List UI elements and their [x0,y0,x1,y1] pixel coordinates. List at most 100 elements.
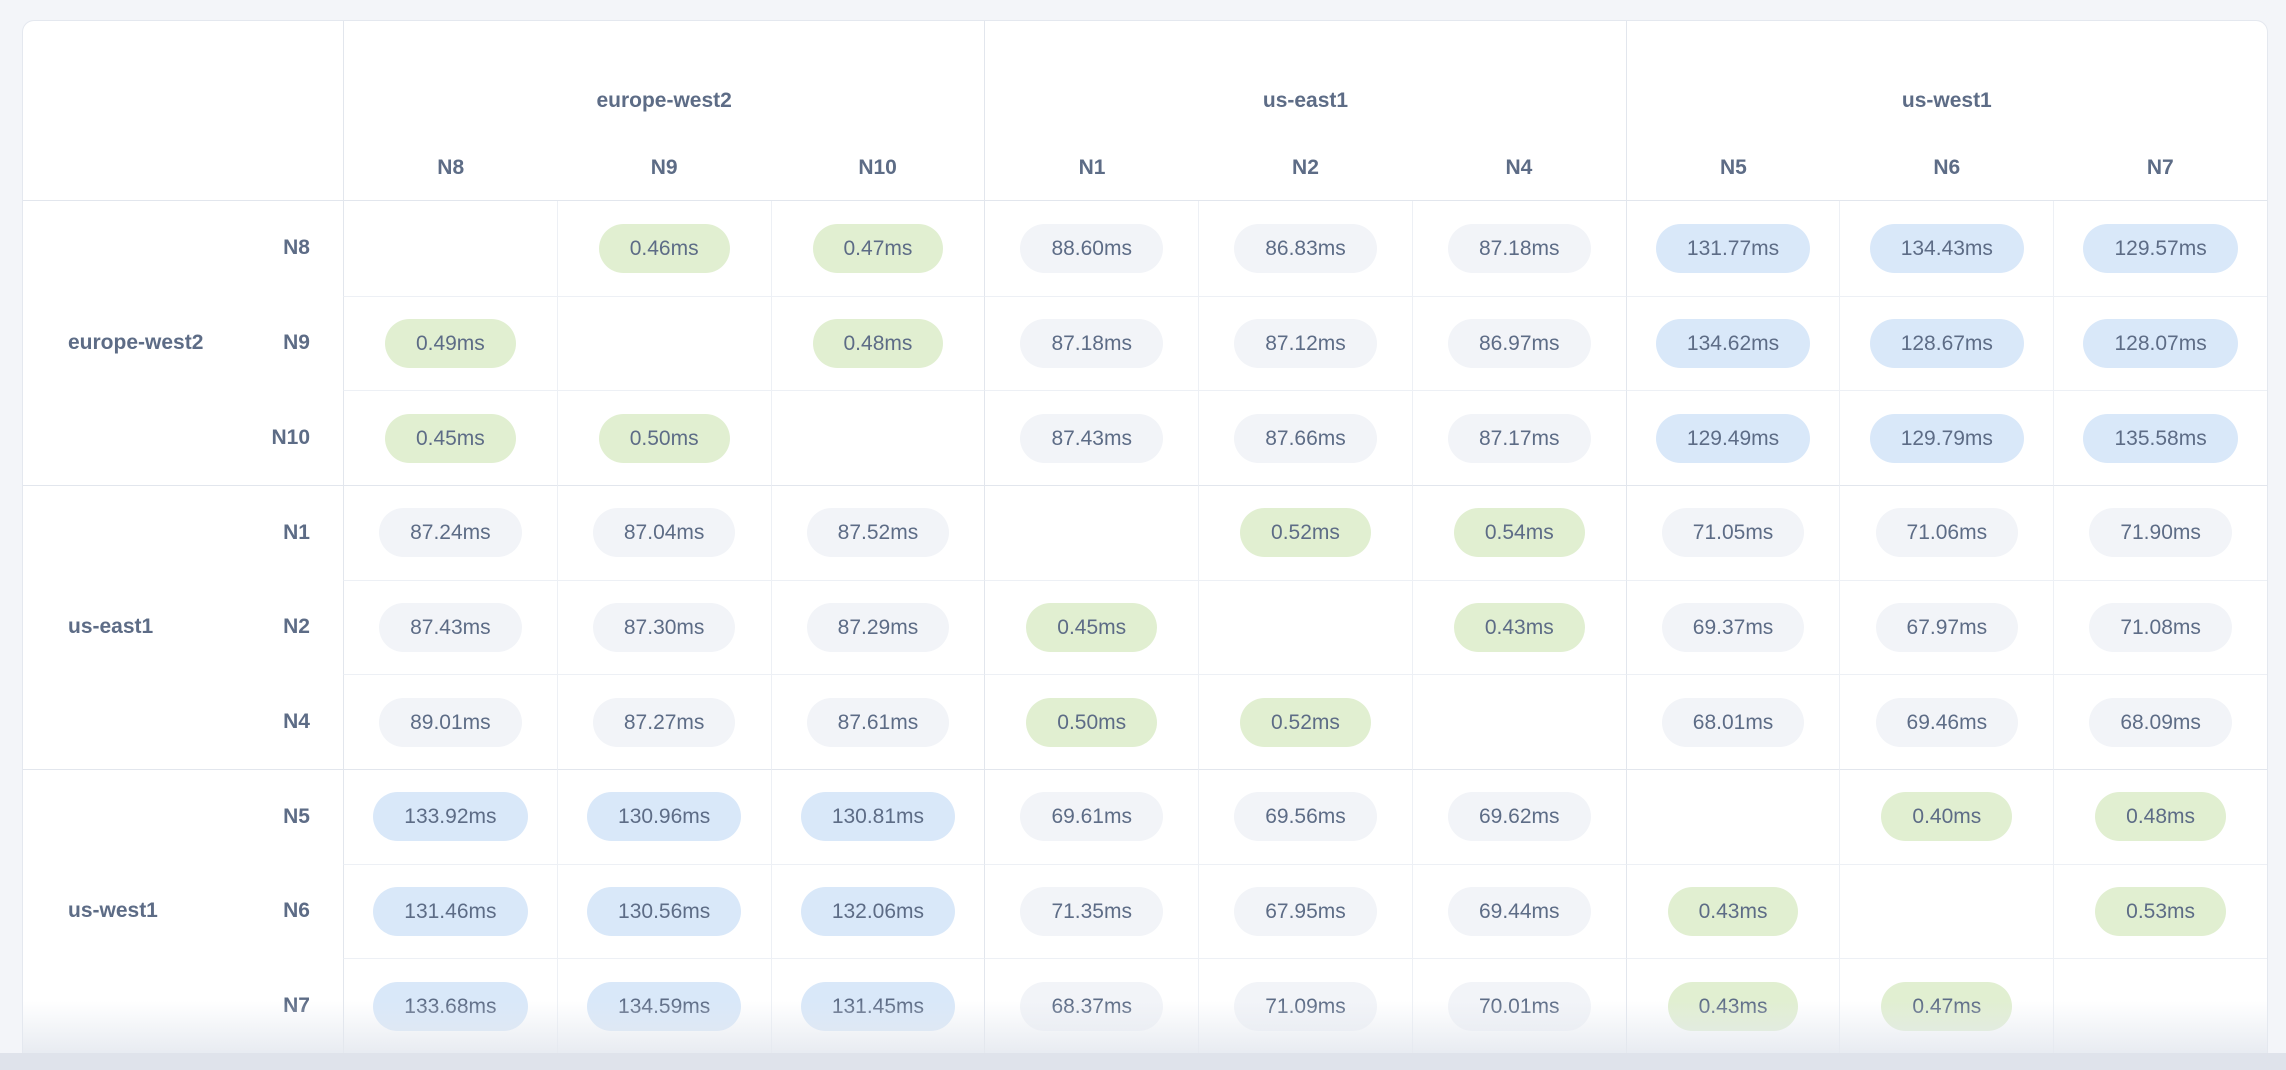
cell-N2-N1: 0.45ms [984,579,1199,675]
latency-pill: 130.56ms [587,886,742,936]
cell-N4-N6: 69.46ms [1839,674,2054,769]
cell-N2-N9: 87.30ms [556,579,771,675]
column-node-header-row: N8 N9 N10 [344,136,984,200]
cell-N1-N1 [984,484,1199,580]
latency-pill: 71.05ms [1661,508,1805,558]
latency-pill: 128.07ms [2083,318,2238,368]
latency-pill: 87.12ms [1234,318,1377,368]
bottom-strip [0,1053,2286,1070]
cell-N5-N7: 0.48ms [2053,768,2267,864]
row-header-N6: N6 [283,899,310,923]
latency-pill: 0.40ms [1881,792,2013,842]
latency-pill: 0.45ms [384,413,516,463]
column-group-header-us-west1: us-west1 N5 N6 N7 [1625,21,2267,201]
cell-N7-N6: 0.47ms [1839,958,2054,1053]
column-header-N1: N1 [1078,156,1106,179]
row-group-region-label: us-west1 [68,899,158,923]
row-header-N7: N7 [283,993,310,1017]
cell-N9-N6: 128.67ms [1839,295,2054,391]
latency-pill: 67.97ms [1875,602,2019,652]
row-group-region-label: us-east1 [68,615,154,639]
cell-N1-N5: 71.05ms [1625,484,1840,580]
latency-pill: 69.56ms [1234,792,1377,842]
cell-N9-N10: 0.48ms [770,295,985,391]
cell-N5-N8: 133.92ms [343,768,557,864]
row-group-label-us-east1: us-east1 N1 N2 N4 [23,484,343,769]
cell-N2-N8: 87.43ms [343,579,557,675]
latency-pill: 0.43ms [1667,886,1799,936]
row-header-N1: N1 [283,521,310,545]
cell-N5-N6: 0.40ms [1839,768,2054,864]
latency-pill: 135.58ms [2083,413,2238,463]
latency-pill: 68.01ms [1661,697,1805,747]
cell-N10-N6: 129.79ms [1839,390,2054,485]
column-node-header-row: N5 N6 N7 [1627,136,2267,200]
column-header-N5: N5 [1719,156,1747,179]
latency-pill: 0.53ms [2095,886,2227,936]
latency-pill: 133.92ms [373,792,528,842]
cell-N8-N8 [343,201,557,296]
latency-pill: 131.46ms [373,886,528,936]
latency-pill: 0.50ms [1026,697,1158,747]
column-header-N7: N7 [2146,156,2174,179]
latency-pill: 0.43ms [1453,602,1585,652]
cell-N7-N1: 68.37ms [984,958,1199,1053]
cell-N7-N5: 0.43ms [1625,958,1840,1053]
latency-pill: 87.43ms [1020,413,1163,463]
column-header-N6: N6 [1933,156,1961,179]
latency-pill: 133.68ms [373,981,528,1031]
cell-N2-N5: 69.37ms [1625,579,1840,675]
cell-N5-N10: 130.81ms [770,768,985,864]
cell-N2-N10: 87.29ms [770,579,985,675]
cell-N5-N5 [1625,768,1840,864]
cell-N5-N1: 69.61ms [984,768,1199,864]
cell-N1-N10: 87.52ms [770,484,985,580]
cell-N6-N6 [1839,863,2054,959]
cell-N9-N4: 86.97ms [1411,295,1626,391]
cell-N6-N2: 67.95ms [1198,863,1412,959]
cell-N9-N8: 0.49ms [343,295,557,391]
cell-N7-N2: 71.09ms [1198,958,1412,1053]
cell-N4-N5: 68.01ms [1625,674,1840,769]
cell-N1-N6: 71.06ms [1839,484,2054,580]
latency-pill: 87.24ms [379,508,522,558]
cell-N2-N7: 71.08ms [2053,579,2267,675]
latency-pill: 131.77ms [1655,223,1811,273]
row-header-N10: N10 [271,425,310,449]
cell-N10-N4: 87.17ms [1411,390,1626,485]
latency-pill: 129.49ms [1655,413,1811,463]
cell-N2-N4: 0.43ms [1411,579,1626,675]
column-group-region-label: europe-west2 [596,88,732,112]
cell-N2-N2 [1198,579,1412,675]
row-header-N8: N8 [283,236,310,260]
latency-pill: 67.95ms [1234,886,1377,936]
cell-N10-N8: 0.45ms [343,390,557,485]
cell-N8-N4: 87.18ms [1411,201,1626,296]
latency-pill: 69.44ms [1447,886,1591,936]
cell-N9-N2: 87.12ms [1198,295,1412,391]
row-header-N5: N5 [283,805,310,829]
column-header-N2: N2 [1292,156,1319,179]
cell-N7-N4: 70.01ms [1411,958,1626,1053]
latency-pill: 0.46ms [598,223,730,273]
latency-pill: 0.43ms [1667,981,1799,1031]
latency-pill: 87.61ms [806,697,950,747]
cell-N10-N10 [770,390,985,485]
cell-N1-N9: 87.04ms [556,484,771,580]
cell-N4-N8: 89.01ms [343,674,557,769]
column-header-N4: N4 [1505,156,1533,179]
cell-N6-N10: 132.06ms [770,863,985,959]
latency-pill: 71.35ms [1020,886,1163,936]
cell-N4-N1: 0.50ms [984,674,1199,769]
cell-N8-N5: 131.77ms [1625,201,1840,296]
latency-pill: 0.50ms [598,413,730,463]
cell-N9-N7: 128.07ms [2053,295,2267,391]
cell-N4-N2: 0.52ms [1198,674,1412,769]
cell-N10-N5: 129.49ms [1625,390,1840,485]
column-header-N10: N10 [858,156,897,179]
latency-pill: 89.01ms [379,697,522,747]
latency-pill: 71.90ms [2089,508,2232,558]
cell-N5-N2: 69.56ms [1198,768,1412,864]
latency-pill: 132.06ms [800,886,956,936]
